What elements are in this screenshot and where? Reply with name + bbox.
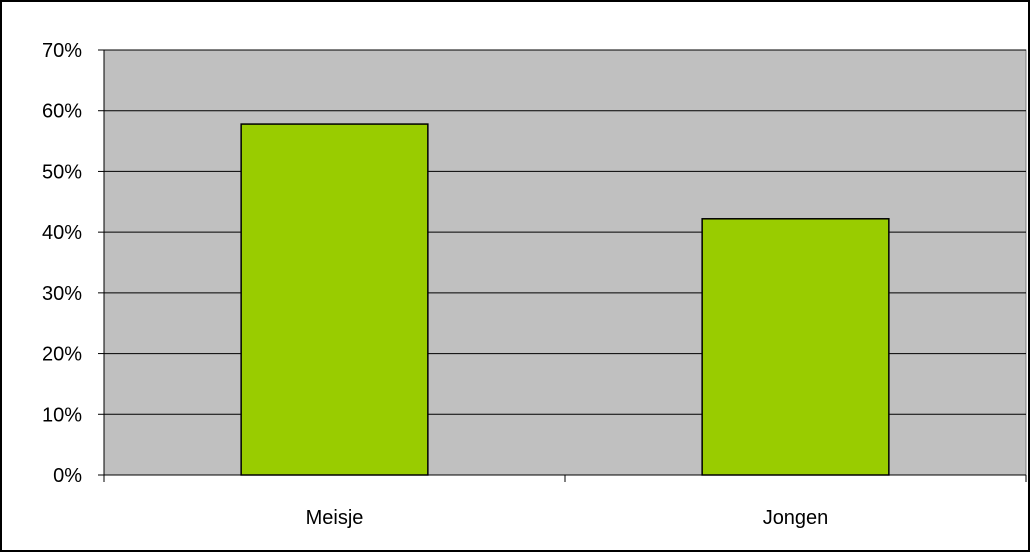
y-tick-label: 0% [53,465,82,487]
x-tick-label: Meisje [306,507,364,529]
y-tick-label: 60% [42,101,82,123]
y-tick-labels: 0% 10% 20% 30% 40% 50% 60% 70% [42,40,82,487]
x-tick-label: Jongen [763,507,829,529]
y-tick-label: 70% [42,40,82,62]
y-tick-label: 20% [42,344,82,366]
axes [98,49,1027,482]
y-tick-label: 50% [42,161,82,183]
bar-meisje [240,123,429,476]
y-tick-label: 40% [42,222,82,244]
x-tick-labels: Meisje Jongen [306,507,829,529]
y-tick-label: 30% [42,283,82,305]
bar-jongen [701,218,890,476]
y-tick-label: 10% [42,404,82,426]
bars [240,123,890,476]
